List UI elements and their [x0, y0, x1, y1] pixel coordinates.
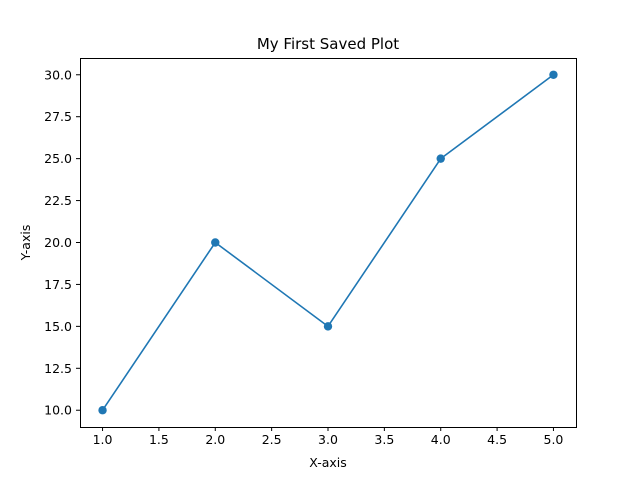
x-tick-label: 4.5 [487, 432, 507, 447]
y-axis-ticks: 10.0 12.5 15.0 17.5 20.0 22.5 25.0 27.5 30.0 [44, 67, 80, 418]
series-layer [98, 70, 558, 415]
x-tick-label: 3.5 [374, 432, 394, 447]
y-tick-label: 25.0 [44, 151, 72, 166]
x-tick-label: 2.0 [205, 432, 225, 447]
x-tick-label: 1.0 [93, 432, 113, 447]
data-point-marker [98, 406, 107, 415]
x-tick-label: 3.0 [318, 432, 338, 447]
y-tick-label: 20.0 [44, 235, 72, 250]
y-axis-label: Y-axis [18, 225, 33, 262]
plot-frame [80, 58, 577, 428]
y-tick-label: 12.5 [44, 361, 72, 376]
data-point-marker [323, 322, 333, 331]
x-tick-label: 5.0 [544, 432, 564, 447]
data-point-marker [211, 238, 220, 247]
y-tick-label: 17.5 [44, 277, 72, 292]
y-tick-label: 15.0 [44, 319, 72, 334]
data-point-marker [436, 154, 445, 163]
x-tick-label: 4.0 [431, 432, 451, 447]
y-tick-label: 10.0 [44, 403, 72, 418]
y-tick-label: 27.5 [44, 109, 72, 124]
y-tick-label: 22.5 [44, 193, 72, 208]
x-axis-label: X-axis [309, 455, 347, 470]
x-axis-ticks: 1.0 1.5 2.0 2.5 3.0 3.5 4.0 4.5 5.0 [93, 427, 564, 447]
x-tick-label: 1.5 [149, 432, 169, 447]
y-tick-label: 30.0 [44, 67, 72, 82]
data-point-marker [549, 70, 558, 79]
x-tick-label: 2.5 [262, 432, 282, 447]
chart-title: My First Saved Plot [257, 35, 399, 53]
